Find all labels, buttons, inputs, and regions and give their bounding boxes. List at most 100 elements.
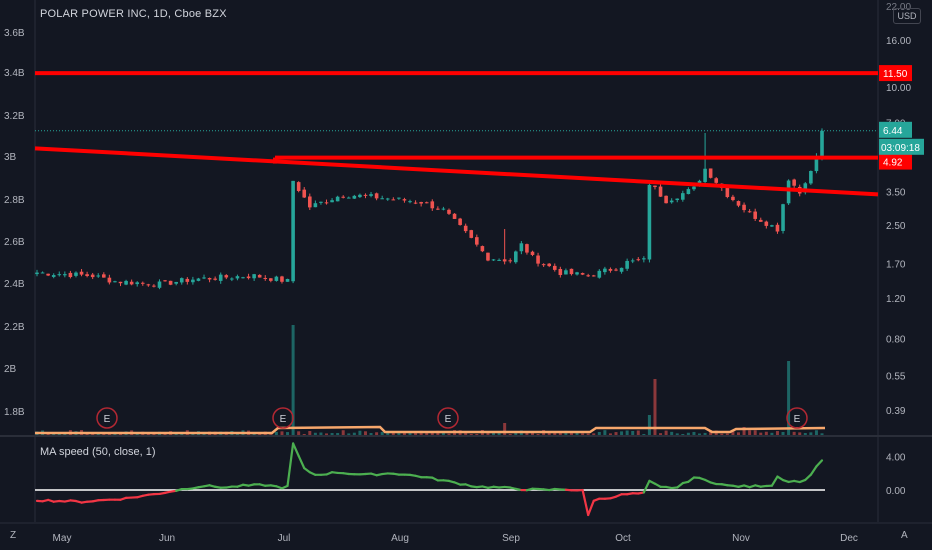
candle-body	[419, 202, 423, 204]
time-axis-tick: Sep	[502, 533, 520, 544]
candle-body	[764, 221, 769, 226]
candle-body	[224, 275, 229, 278]
candle-body	[74, 272, 78, 276]
candle-body	[51, 275, 56, 277]
candle-body	[79, 271, 84, 275]
candle-body	[90, 274, 95, 278]
candle-body	[285, 278, 290, 282]
left-axis-tick: 2.2B	[4, 322, 25, 333]
candle-body	[820, 130, 824, 158]
volume-bar	[430, 432, 434, 435]
time-axis-tick: Nov	[732, 533, 750, 544]
candle-body	[185, 278, 190, 282]
candle-body	[124, 280, 128, 285]
candle-body	[786, 180, 791, 204]
candle-body	[202, 277, 206, 279]
volume-bar	[375, 432, 379, 435]
volume-bar	[681, 433, 685, 435]
volume-bar	[720, 433, 724, 435]
candle-body	[753, 211, 757, 219]
candle-body	[792, 179, 796, 186]
candle-body	[369, 194, 373, 196]
earnings-marker	[437, 407, 459, 429]
candle-body	[614, 269, 618, 271]
volume-bar	[408, 431, 412, 435]
volume-bar	[291, 325, 295, 435]
volume-bar	[659, 433, 663, 435]
ma-speed-segment	[804, 473, 812, 482]
candle-body	[40, 272, 45, 274]
volume-bar	[464, 432, 468, 435]
right-axis-tick: 0.55	[886, 372, 906, 383]
volume-bar	[358, 430, 362, 435]
candle-body	[196, 278, 201, 281]
volume-bar	[636, 430, 640, 435]
volume-bar	[820, 433, 824, 435]
candle-body	[681, 193, 685, 200]
candle-body	[597, 270, 602, 278]
volume-bar	[625, 430, 629, 435]
volume-bar	[753, 430, 757, 435]
volume-bar	[809, 432, 813, 435]
candle-body	[564, 270, 568, 275]
candle-body	[207, 278, 212, 280]
candle-body	[107, 277, 112, 283]
left-axis-tick: 2.4B	[4, 279, 25, 290]
candle-body	[636, 259, 641, 261]
volume-bar	[330, 433, 334, 435]
countdown-tag-bg	[879, 138, 924, 155]
candle-body	[653, 185, 657, 188]
candle-body	[447, 209, 451, 214]
ma-speed-segment	[809, 465, 818, 476]
volume-bar	[553, 432, 557, 435]
auto-scale-button[interactable]: A	[901, 530, 908, 541]
candle-body	[725, 187, 730, 197]
candle-body	[770, 225, 774, 227]
earnings-label: E	[104, 414, 111, 425]
right-axis-tick: 0.80	[886, 334, 906, 345]
ma-speed-segment	[642, 479, 651, 494]
candle-body	[63, 274, 67, 276]
volume-bar	[692, 431, 696, 435]
candle-body	[157, 281, 162, 288]
candle-body	[714, 178, 719, 183]
volume-bar	[775, 431, 779, 435]
candle-body	[552, 265, 557, 270]
candle-body	[302, 189, 307, 198]
candle-body	[213, 278, 217, 280]
volume-bar	[475, 433, 479, 435]
support-price-tag-bg	[879, 153, 912, 170]
candle-body	[664, 195, 668, 204]
volume-bar	[575, 432, 579, 435]
candle-body	[558, 268, 563, 276]
candle-body	[475, 237, 479, 245]
volume-bar	[642, 433, 646, 435]
candle-body	[113, 281, 117, 283]
volume-bar	[770, 432, 774, 435]
right-axis-tick-partial: 22.00	[886, 2, 911, 13]
earnings-label: E	[445, 414, 452, 425]
time-axis-tick: Jun	[159, 533, 175, 544]
timezone-corner[interactable]: Z	[10, 530, 17, 541]
candle-body	[385, 198, 390, 200]
trend-line	[34, 146, 879, 197]
volume-bar	[731, 430, 735, 435]
candle-body	[497, 259, 501, 261]
volume-bar	[798, 432, 802, 435]
right-axis-tick: 0.39	[886, 406, 906, 417]
candle-body	[313, 203, 318, 208]
ma-speed-segment	[297, 454, 306, 470]
candle-body	[324, 202, 329, 204]
ma-speed-segment	[587, 499, 595, 517]
volume-bar	[736, 432, 740, 435]
volume-bar	[592, 433, 596, 435]
currency-button[interactable]: USD	[893, 8, 921, 24]
right-axis-tick: 3.50	[886, 187, 906, 198]
candle-body	[642, 258, 646, 260]
candle-body	[747, 211, 752, 213]
volume-bar	[308, 430, 312, 435]
right-axis-tick: 2.50	[886, 221, 906, 232]
volume-bar	[603, 430, 607, 435]
